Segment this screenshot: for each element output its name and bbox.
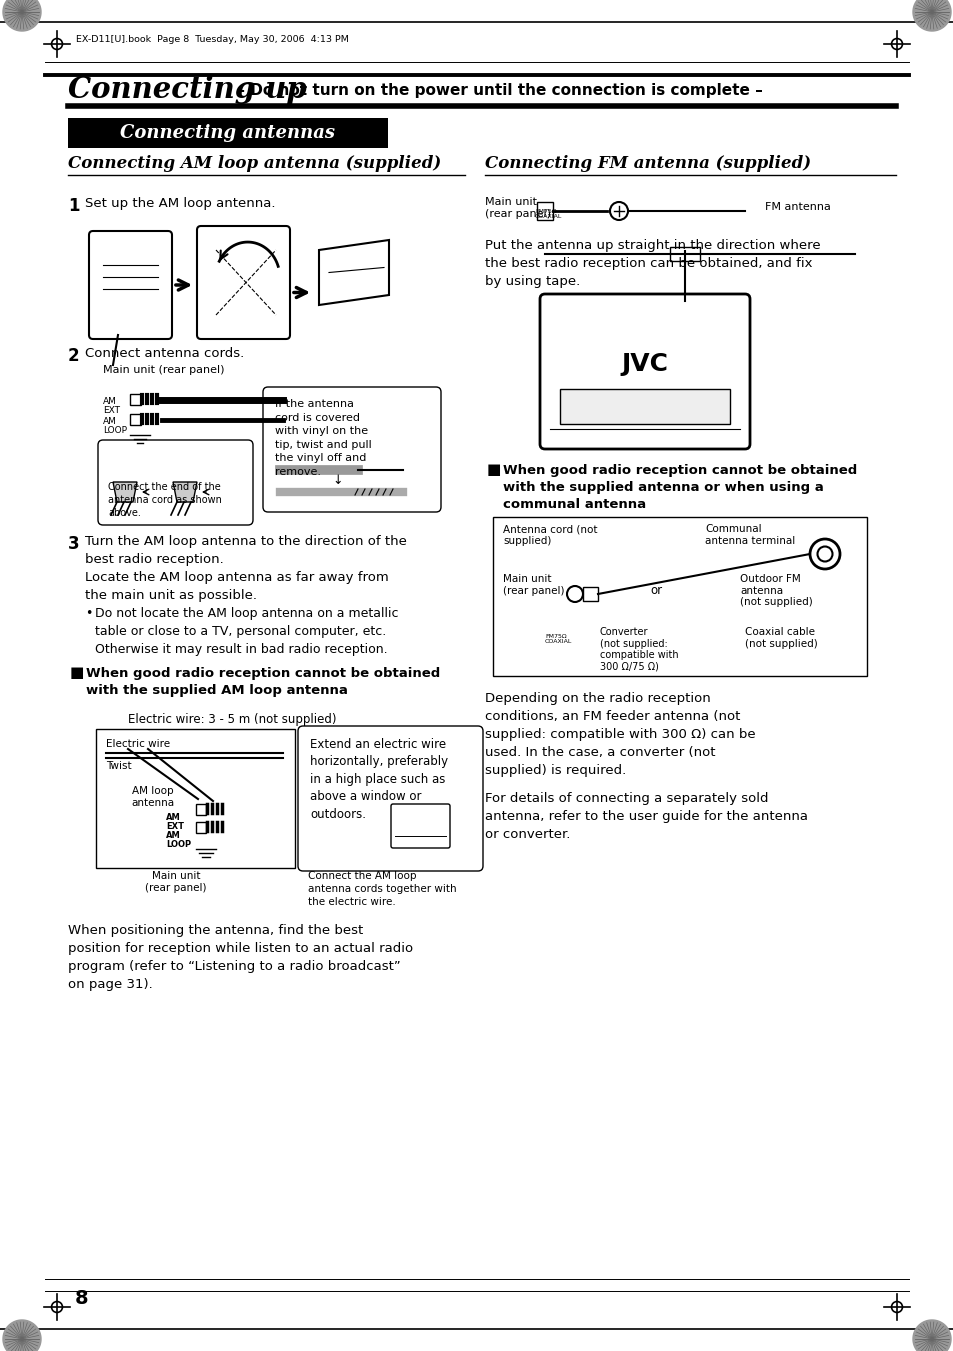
- Polygon shape: [3, 0, 41, 31]
- Text: Connect the end of the
antenna cord as shown
above.: Connect the end of the antenna cord as s…: [108, 481, 222, 517]
- Text: Twist: Twist: [106, 761, 132, 771]
- Text: Connect antenna cords.: Connect antenna cords.: [85, 347, 244, 359]
- Text: Put the antenna up straight in the direction where
the best radio reception can : Put the antenna up straight in the direc…: [484, 239, 820, 288]
- Text: Do not locate the AM loop antenna on a metallic
table or close to a TV, personal: Do not locate the AM loop antenna on a m…: [95, 607, 398, 657]
- Text: 3: 3: [68, 535, 79, 553]
- Text: If the antenna
cord is covered
with vinyl on the
tip, twist and pull
the vinyl o: If the antenna cord is covered with viny…: [274, 399, 372, 477]
- Text: FM75Ω
COAXIAL: FM75Ω COAXIAL: [544, 634, 572, 644]
- Text: For details of connecting a separately sold
antenna, refer to the user guide for: For details of connecting a separately s…: [484, 792, 807, 842]
- Text: AM
LOOP: AM LOOP: [103, 417, 127, 435]
- Text: Extend an electric wire
horizontally, preferably
in a high place such as
above a: Extend an electric wire horizontally, pr…: [310, 738, 448, 821]
- Text: Main unit (rear panel): Main unit (rear panel): [103, 365, 224, 376]
- Text: Connecting up: Connecting up: [68, 76, 307, 104]
- Text: Connecting AM loop antenna (supplied): Connecting AM loop antenna (supplied): [68, 155, 441, 172]
- Bar: [537, 203, 553, 220]
- Text: Electric wire: Electric wire: [106, 739, 170, 748]
- Text: Main unit
(rear panel): Main unit (rear panel): [502, 574, 564, 596]
- Text: Connecting antennas: Connecting antennas: [120, 124, 335, 142]
- Text: JVC: JVC: [620, 353, 668, 376]
- Text: AM loop
antenna: AM loop antenna: [132, 786, 174, 808]
- Bar: [559, 389, 729, 424]
- Text: Communal
antenna terminal: Communal antenna terminal: [704, 524, 795, 546]
- Bar: [195, 804, 206, 815]
- Bar: [130, 413, 141, 426]
- FancyBboxPatch shape: [263, 386, 440, 512]
- Text: Coaxial cable
(not supplied): Coaxial cable (not supplied): [744, 627, 817, 648]
- Text: FM75Ω
COAXIAL: FM75Ω COAXIAL: [535, 209, 561, 219]
- FancyBboxPatch shape: [196, 226, 290, 339]
- FancyBboxPatch shape: [391, 804, 450, 848]
- Text: Connecting FM antenna (supplied): Connecting FM antenna (supplied): [484, 155, 810, 172]
- Bar: [68, 118, 388, 149]
- Text: •: •: [85, 607, 92, 620]
- Text: FM antenna: FM antenna: [764, 203, 830, 212]
- FancyBboxPatch shape: [297, 725, 482, 871]
- Bar: [195, 821, 206, 834]
- Text: Antenna cord (not
supplied): Antenna cord (not supplied): [502, 524, 597, 546]
- Text: – Do not turn on the power until the connection is complete –: – Do not turn on the power until the con…: [232, 82, 762, 97]
- Text: AM
EXT: AM EXT: [103, 397, 120, 415]
- FancyBboxPatch shape: [98, 440, 253, 526]
- FancyBboxPatch shape: [89, 231, 172, 339]
- Bar: [582, 586, 598, 601]
- Polygon shape: [172, 482, 196, 503]
- Text: AM
LOOP: AM LOOP: [166, 831, 191, 848]
- Text: When good radio reception cannot be obtained
with the supplied antenna or when u: When good radio reception cannot be obta…: [502, 463, 857, 511]
- Bar: [669, 247, 700, 261]
- Text: When good radio reception cannot be obtained
with the supplied AM loop antenna: When good radio reception cannot be obta…: [86, 667, 439, 697]
- FancyBboxPatch shape: [539, 295, 749, 449]
- Text: When positioning the antenna, find the best
position for reception while listen : When positioning the antenna, find the b…: [68, 924, 413, 992]
- Text: Turn the AM loop antenna to the direction of the
best radio reception.
Locate th: Turn the AM loop antenna to the directio…: [85, 535, 406, 603]
- Text: 8: 8: [75, 1289, 89, 1308]
- Bar: [130, 394, 141, 405]
- Text: Outdoor FM
antenna
(not supplied): Outdoor FM antenna (not supplied): [740, 574, 812, 607]
- Circle shape: [809, 539, 840, 569]
- Polygon shape: [912, 0, 950, 31]
- Text: Depending on the radio reception
conditions, an FM feeder antenna (not
supplied:: Depending on the radio reception conditi…: [484, 692, 755, 777]
- Polygon shape: [912, 1320, 950, 1351]
- Text: 1: 1: [68, 197, 79, 215]
- FancyBboxPatch shape: [493, 517, 866, 676]
- Text: Main unit
(rear panel): Main unit (rear panel): [484, 197, 551, 219]
- Text: or: or: [649, 584, 661, 597]
- Text: 2: 2: [68, 347, 79, 365]
- Text: Main unit
(rear panel): Main unit (rear panel): [145, 871, 207, 893]
- Polygon shape: [112, 482, 137, 503]
- Polygon shape: [3, 1320, 41, 1351]
- Text: EX-D11[U].book  Page 8  Tuesday, May 30, 2006  4:13 PM: EX-D11[U].book Page 8 Tuesday, May 30, 2…: [76, 35, 349, 45]
- Polygon shape: [318, 240, 389, 305]
- Text: ■: ■: [70, 665, 84, 680]
- Text: ■: ■: [486, 462, 501, 477]
- FancyBboxPatch shape: [96, 730, 294, 867]
- Text: Converter
(not supplied:
compatible with
300 Ω/75 Ω): Converter (not supplied: compatible with…: [599, 627, 678, 671]
- Text: Set up the AM loop antenna.: Set up the AM loop antenna.: [85, 197, 275, 209]
- Text: Connect the AM loop
antenna cords together with
the electric wire.: Connect the AM loop antenna cords togeth…: [308, 871, 456, 907]
- Text: Electric wire: 3 - 5 m (not supplied): Electric wire: 3 - 5 m (not supplied): [128, 713, 336, 725]
- Text: ↓: ↓: [333, 474, 343, 486]
- Circle shape: [609, 203, 627, 220]
- Text: AM
EXT: AM EXT: [166, 813, 184, 831]
